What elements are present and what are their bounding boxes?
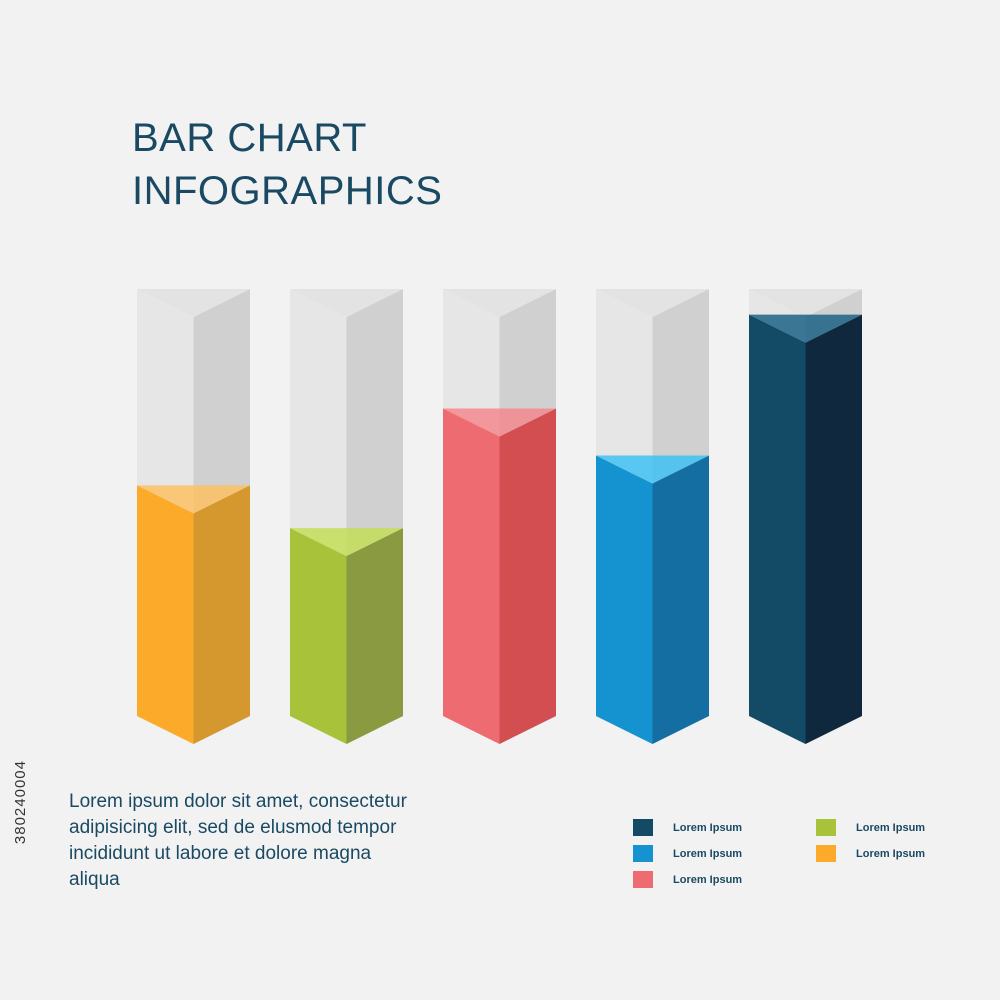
bar-top-1 <box>137 485 250 514</box>
bar-side-2 <box>346 528 403 744</box>
bar-front-1 <box>137 485 194 744</box>
bar-top-5 <box>749 314 862 343</box>
chart-title: BAR CHART INFOGRAPHICS <box>132 112 442 218</box>
bar-side-4 <box>652 455 709 744</box>
bar-front-3 <box>443 408 500 744</box>
bar-top-3 <box>443 408 556 437</box>
bar-top-2 <box>290 528 403 557</box>
bar-track-top-5 <box>749 289 862 317</box>
chart-title-line2: INFOGRAPHICS <box>132 169 443 213</box>
bar-front-2 <box>290 528 347 744</box>
bar-track-top-3 <box>443 289 556 317</box>
bar-track-top-1 <box>137 289 250 317</box>
bar-front-5 <box>749 314 806 744</box>
bar-side-3 <box>499 408 556 744</box>
chart-title-line1: BAR CHART <box>132 116 367 160</box>
bar-track-top-4 <box>596 289 709 317</box>
bar-front-4 <box>596 455 653 744</box>
description-text: Lorem ipsum dolor sit amet, consectetur … <box>69 791 407 890</box>
bar-side-1 <box>193 485 250 744</box>
stock-id-watermark: 380240004 <box>12 760 29 845</box>
bar-top-4 <box>596 455 709 484</box>
bar-side-5 <box>805 314 862 744</box>
bar-track-top-2 <box>290 289 403 317</box>
